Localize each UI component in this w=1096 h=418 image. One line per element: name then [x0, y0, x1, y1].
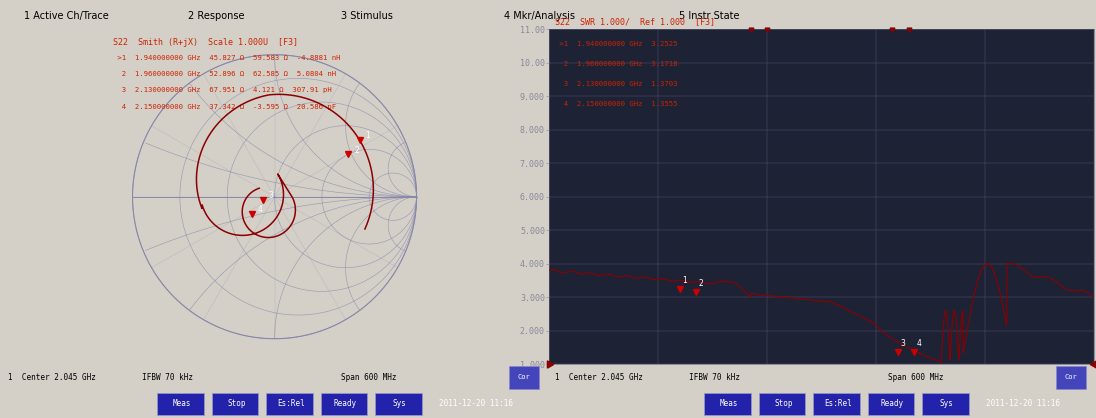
- Text: Es:Rel: Es:Rel: [824, 399, 852, 408]
- Text: 4: 4: [258, 205, 262, 214]
- Text: Meas: Meas: [173, 399, 191, 408]
- Text: Es:Rel: Es:Rel: [277, 399, 305, 408]
- Text: 2  1.960000000 GHz  3.1718: 2 1.960000000 GHz 3.1718: [555, 61, 677, 67]
- Text: Cor: Cor: [517, 375, 529, 380]
- Text: 4 Mkr/Analysis: 4 Mkr/Analysis: [504, 11, 575, 21]
- Text: 3  2.130000000 GHz  1.3703: 3 2.130000000 GHz 1.3703: [555, 81, 677, 87]
- Text: Ready: Ready: [881, 399, 904, 408]
- Text: 4: 4: [916, 339, 922, 348]
- FancyBboxPatch shape: [705, 393, 751, 415]
- Text: 2  1.960000000 GHz  52.896 Ω  62.585 Ω  5.0804 nH: 2 1.960000000 GHz 52.896 Ω 62.585 Ω 5.08…: [113, 71, 335, 77]
- Text: 3  2.130000000 GHz  67.951 Ω  4.121 Ω  307.91 pH: 3 2.130000000 GHz 67.951 Ω 4.121 Ω 307.9…: [113, 87, 331, 93]
- FancyBboxPatch shape: [922, 393, 969, 415]
- Text: 4  2.150000000 GHz  37.342 Ω  -3.595 Ω  20.586 pF: 4 2.150000000 GHz 37.342 Ω -3.595 Ω 20.5…: [113, 104, 335, 110]
- Text: 1  Center 2.045 GHz          IFBW 70 kHz                                Span 600: 1 Center 2.045 GHz IFBW 70 kHz Span 600: [8, 373, 396, 382]
- Text: 1 Active Ch/Trace: 1 Active Ch/Trace: [24, 11, 109, 21]
- Text: Sys: Sys: [392, 399, 407, 408]
- Text: S22  Smith (R+jX)  Scale 1.000U  [F3]: S22 Smith (R+jX) Scale 1.000U [F3]: [113, 38, 298, 47]
- Text: 3: 3: [269, 191, 274, 200]
- Text: Ready: Ready: [334, 399, 357, 408]
- Text: S22  SWR 1.000/  Ref 1.000  [F3]: S22 SWR 1.000/ Ref 1.000 [F3]: [555, 17, 715, 26]
- Text: 2: 2: [699, 278, 704, 288]
- Text: >1  1.940000000 GHz  45.827 Ω  59.583 Ω  -4.8881 nH: >1 1.940000000 GHz 45.827 Ω 59.583 Ω -4.…: [113, 55, 340, 61]
- FancyBboxPatch shape: [758, 393, 806, 415]
- FancyBboxPatch shape: [212, 393, 259, 415]
- Text: 3: 3: [901, 339, 905, 348]
- Text: 4  2.150000000 GHz  1.3555: 4 2.150000000 GHz 1.3555: [555, 101, 677, 107]
- Text: Meas: Meas: [720, 399, 738, 408]
- FancyBboxPatch shape: [813, 393, 859, 415]
- Text: Sys: Sys: [939, 399, 954, 408]
- Text: 1: 1: [365, 132, 370, 140]
- Text: Stop: Stop: [227, 399, 246, 408]
- FancyBboxPatch shape: [509, 366, 539, 389]
- FancyBboxPatch shape: [1055, 366, 1086, 389]
- Text: 2 Response: 2 Response: [187, 11, 244, 21]
- FancyBboxPatch shape: [266, 393, 312, 415]
- FancyBboxPatch shape: [321, 393, 367, 415]
- FancyBboxPatch shape: [868, 393, 914, 415]
- Text: Stop: Stop: [774, 399, 792, 408]
- Text: 2011-12-20 11:16: 2011-12-20 11:16: [439, 399, 513, 408]
- Text: 3 Stimulus: 3 Stimulus: [341, 11, 392, 21]
- Text: Cor: Cor: [1064, 375, 1076, 380]
- Text: 2: 2: [354, 146, 358, 155]
- Text: 2011-12-20 11:16: 2011-12-20 11:16: [986, 399, 1060, 408]
- Text: 1: 1: [683, 276, 687, 285]
- FancyBboxPatch shape: [375, 393, 422, 415]
- Text: 5 Instr State: 5 Instr State: [680, 11, 740, 21]
- Text: 1  Center 2.045 GHz          IFBW 70 kHz                                Span 600: 1 Center 2.045 GHz IFBW 70 kHz Span 600: [555, 373, 943, 382]
- FancyBboxPatch shape: [158, 393, 204, 415]
- Text: >1  1.940000000 GHz  3.2525: >1 1.940000000 GHz 3.2525: [555, 41, 677, 47]
